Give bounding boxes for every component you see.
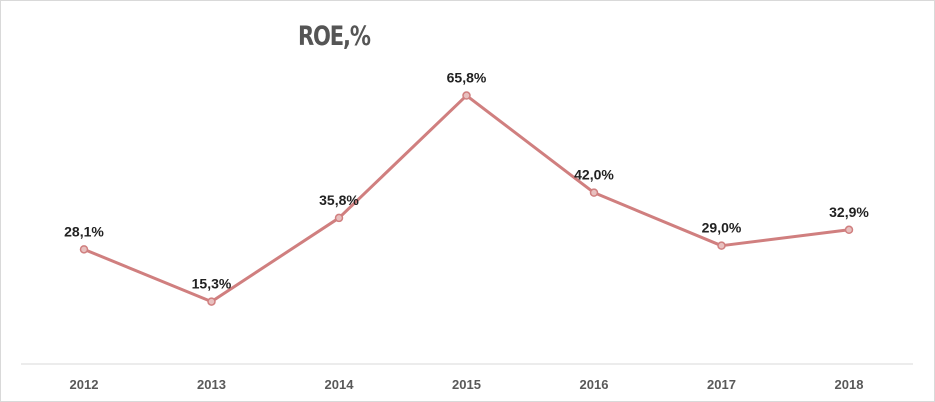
x-tick-label: 2015 xyxy=(452,377,481,392)
data-label: 29,0% xyxy=(702,220,742,236)
data-point xyxy=(717,241,726,250)
x-tick-label: 2016 xyxy=(580,377,609,392)
x-tick-label: 2014 xyxy=(325,377,355,392)
x-tick-label: 2018 xyxy=(835,377,864,392)
data-point xyxy=(462,91,471,100)
data-label: 65,8% xyxy=(447,70,487,86)
x-tick-label: 2017 xyxy=(707,377,736,392)
data-point xyxy=(589,188,599,197)
data-label: 15,3% xyxy=(192,276,232,292)
data-point xyxy=(207,297,216,306)
x-tick-label: 2013 xyxy=(197,377,226,392)
data-label: 42,0% xyxy=(574,167,614,183)
chart-title: ROE,% xyxy=(298,21,371,52)
data-point xyxy=(334,213,344,223)
x-tick-label: 2012 xyxy=(70,377,99,392)
series-line xyxy=(82,94,851,304)
data-label: 32,9% xyxy=(829,204,869,220)
data-point xyxy=(844,225,854,235)
data-label: 28,1% xyxy=(64,223,104,239)
data-label: 35,8% xyxy=(319,192,359,208)
data-point xyxy=(79,245,89,254)
